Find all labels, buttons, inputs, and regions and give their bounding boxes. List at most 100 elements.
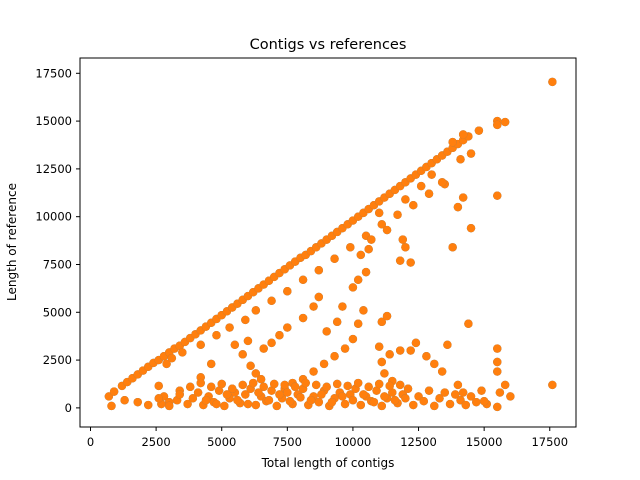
data-point <box>183 399 192 409</box>
data-point <box>228 384 237 393</box>
data-point <box>393 210 402 219</box>
data-point <box>186 382 195 392</box>
data-point <box>330 352 339 361</box>
axes-frame <box>79 57 577 428</box>
data-point <box>196 340 205 349</box>
data-point <box>479 396 489 406</box>
data-point <box>435 394 444 403</box>
data-point <box>167 353 177 363</box>
data-point <box>359 390 368 399</box>
data-point <box>259 382 268 392</box>
data-point <box>416 181 426 191</box>
data-point <box>356 250 366 260</box>
y-axis: 0 2500 5000 7500 10000 12500 15000 17500 <box>35 66 80 415</box>
data-point <box>256 375 266 384</box>
data-point <box>311 380 321 390</box>
data-point <box>382 225 392 235</box>
y-tick-label: 10000 <box>35 210 72 224</box>
data-point <box>193 388 203 397</box>
data-point <box>243 399 253 409</box>
x-tick-label: 7500 <box>273 435 302 449</box>
data-point <box>120 396 129 405</box>
data-point <box>275 390 284 399</box>
data-point <box>327 397 337 407</box>
data-point <box>220 401 229 411</box>
data-point <box>306 396 316 405</box>
data-point <box>162 359 171 369</box>
data-point <box>348 396 358 405</box>
data-point <box>374 342 384 351</box>
data-point <box>403 384 413 393</box>
data-point <box>154 394 163 403</box>
data-point <box>382 311 392 321</box>
data-point <box>246 361 255 371</box>
data-point <box>374 379 384 389</box>
data-point <box>422 352 431 361</box>
data-point <box>254 388 263 397</box>
data-point <box>500 380 510 390</box>
data-point <box>406 346 415 355</box>
data-point <box>340 344 350 353</box>
data-point <box>448 243 457 252</box>
x-tick-label: 15000 <box>466 435 503 449</box>
y-tick-label: 12500 <box>35 162 72 176</box>
data-point <box>196 378 205 388</box>
data-point <box>359 306 368 315</box>
y-tick-label: 17500 <box>35 66 72 80</box>
data-point <box>222 390 232 399</box>
data-point <box>267 296 276 306</box>
data-point <box>372 386 381 395</box>
data-point <box>309 367 318 376</box>
data-point <box>212 331 221 340</box>
data-point <box>249 378 258 388</box>
data-point <box>411 338 421 348</box>
data-point <box>361 267 371 277</box>
data-point <box>251 369 261 378</box>
data-point <box>453 202 463 212</box>
data-point <box>395 380 405 390</box>
data-point <box>427 170 436 179</box>
data-point <box>353 378 363 388</box>
data-point <box>380 392 389 401</box>
data-point <box>493 120 502 130</box>
data-point <box>207 359 216 369</box>
x-axis: 0 2500 5000 7500 10000 12500 15000 17500 <box>87 427 568 449</box>
data-point <box>332 379 342 389</box>
data-point <box>251 306 261 315</box>
data-point <box>493 357 502 367</box>
data-point <box>401 243 410 252</box>
y-tick-label: 15000 <box>35 114 72 128</box>
data-point <box>233 396 242 405</box>
x-axis-label: Total length of contigs <box>261 456 395 470</box>
data-point <box>440 388 449 397</box>
chart-title: Contigs vs references <box>250 37 407 53</box>
data-point <box>458 130 468 139</box>
data-point <box>212 399 221 409</box>
data-point <box>390 396 400 405</box>
data-point <box>348 334 358 344</box>
data-point <box>267 338 276 348</box>
data-point <box>322 327 331 336</box>
data-point <box>445 399 455 409</box>
data-point <box>388 388 397 397</box>
y-axis-label: Length of reference <box>5 183 19 301</box>
data-point <box>348 283 358 292</box>
y-tick-label: 0 <box>65 401 72 415</box>
data-point <box>338 302 347 311</box>
data-point <box>453 380 463 390</box>
data-point <box>377 220 386 229</box>
x-tick-label: 17500 <box>531 435 568 449</box>
data-point <box>493 344 502 353</box>
data-point <box>275 331 284 340</box>
data-point <box>424 189 434 198</box>
data-point <box>430 359 439 369</box>
data-point <box>356 400 366 410</box>
data-point <box>298 275 308 284</box>
data-point <box>495 388 505 397</box>
data-point <box>285 396 295 406</box>
data-point <box>493 402 502 412</box>
data-point <box>309 302 318 311</box>
data-point <box>283 287 292 296</box>
data-point <box>144 400 153 410</box>
data-point <box>367 235 376 244</box>
